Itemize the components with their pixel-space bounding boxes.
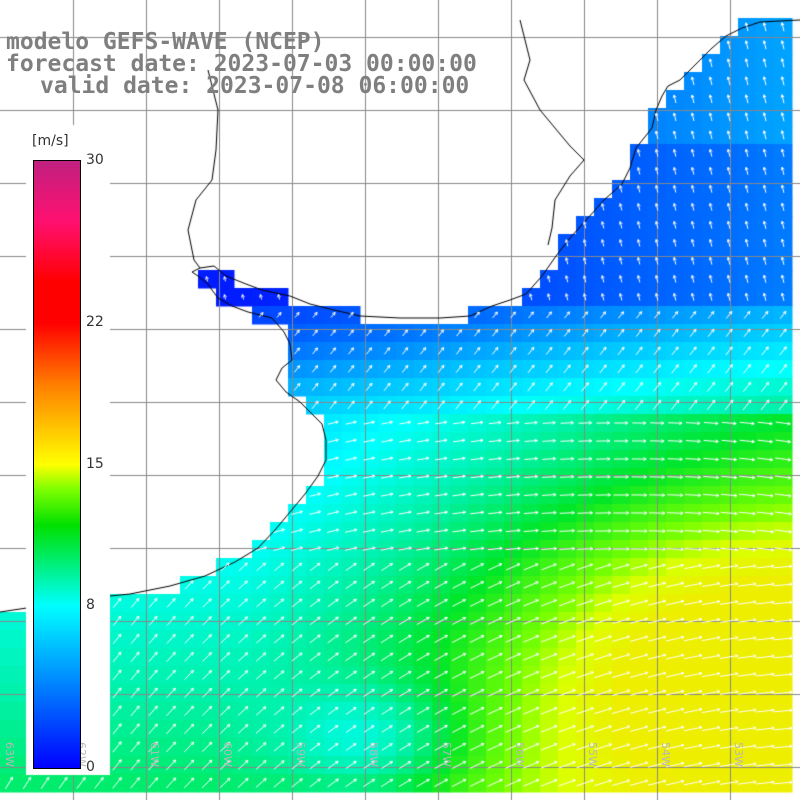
colorbar xyxy=(33,160,81,769)
colorbar-tick-label: 0 xyxy=(86,759,95,775)
colorbar-tick-label: 30 xyxy=(86,152,104,168)
longitude-label: 59W xyxy=(294,742,307,767)
longitude-label: 63W xyxy=(3,742,16,767)
longitude-label: 53W xyxy=(732,742,745,767)
colorbar-tick-label: 8 xyxy=(86,597,95,614)
longitude-label: 60W xyxy=(221,742,234,767)
colorbar-unit: [m/s] xyxy=(32,133,69,149)
valid-date: valid date: 2023-07-08 06:00:00 xyxy=(40,73,470,99)
longitude-label: 58W xyxy=(367,742,380,767)
colorbar-tick-label: 15 xyxy=(86,455,104,472)
forecast-date: forecast date: 2023-07-03 00:00:00 xyxy=(6,51,477,77)
colorbar-tick-label: 22 xyxy=(86,313,104,330)
longitude-label: 55W xyxy=(586,742,599,767)
longitude-label: 56W xyxy=(513,742,526,767)
longitude-label: 61W xyxy=(148,742,161,767)
longitude-label: 54W xyxy=(659,742,672,767)
model-title: modelo GEFS-WAVE (NCEP) xyxy=(6,29,325,55)
longitude-label: 57W xyxy=(440,742,453,767)
